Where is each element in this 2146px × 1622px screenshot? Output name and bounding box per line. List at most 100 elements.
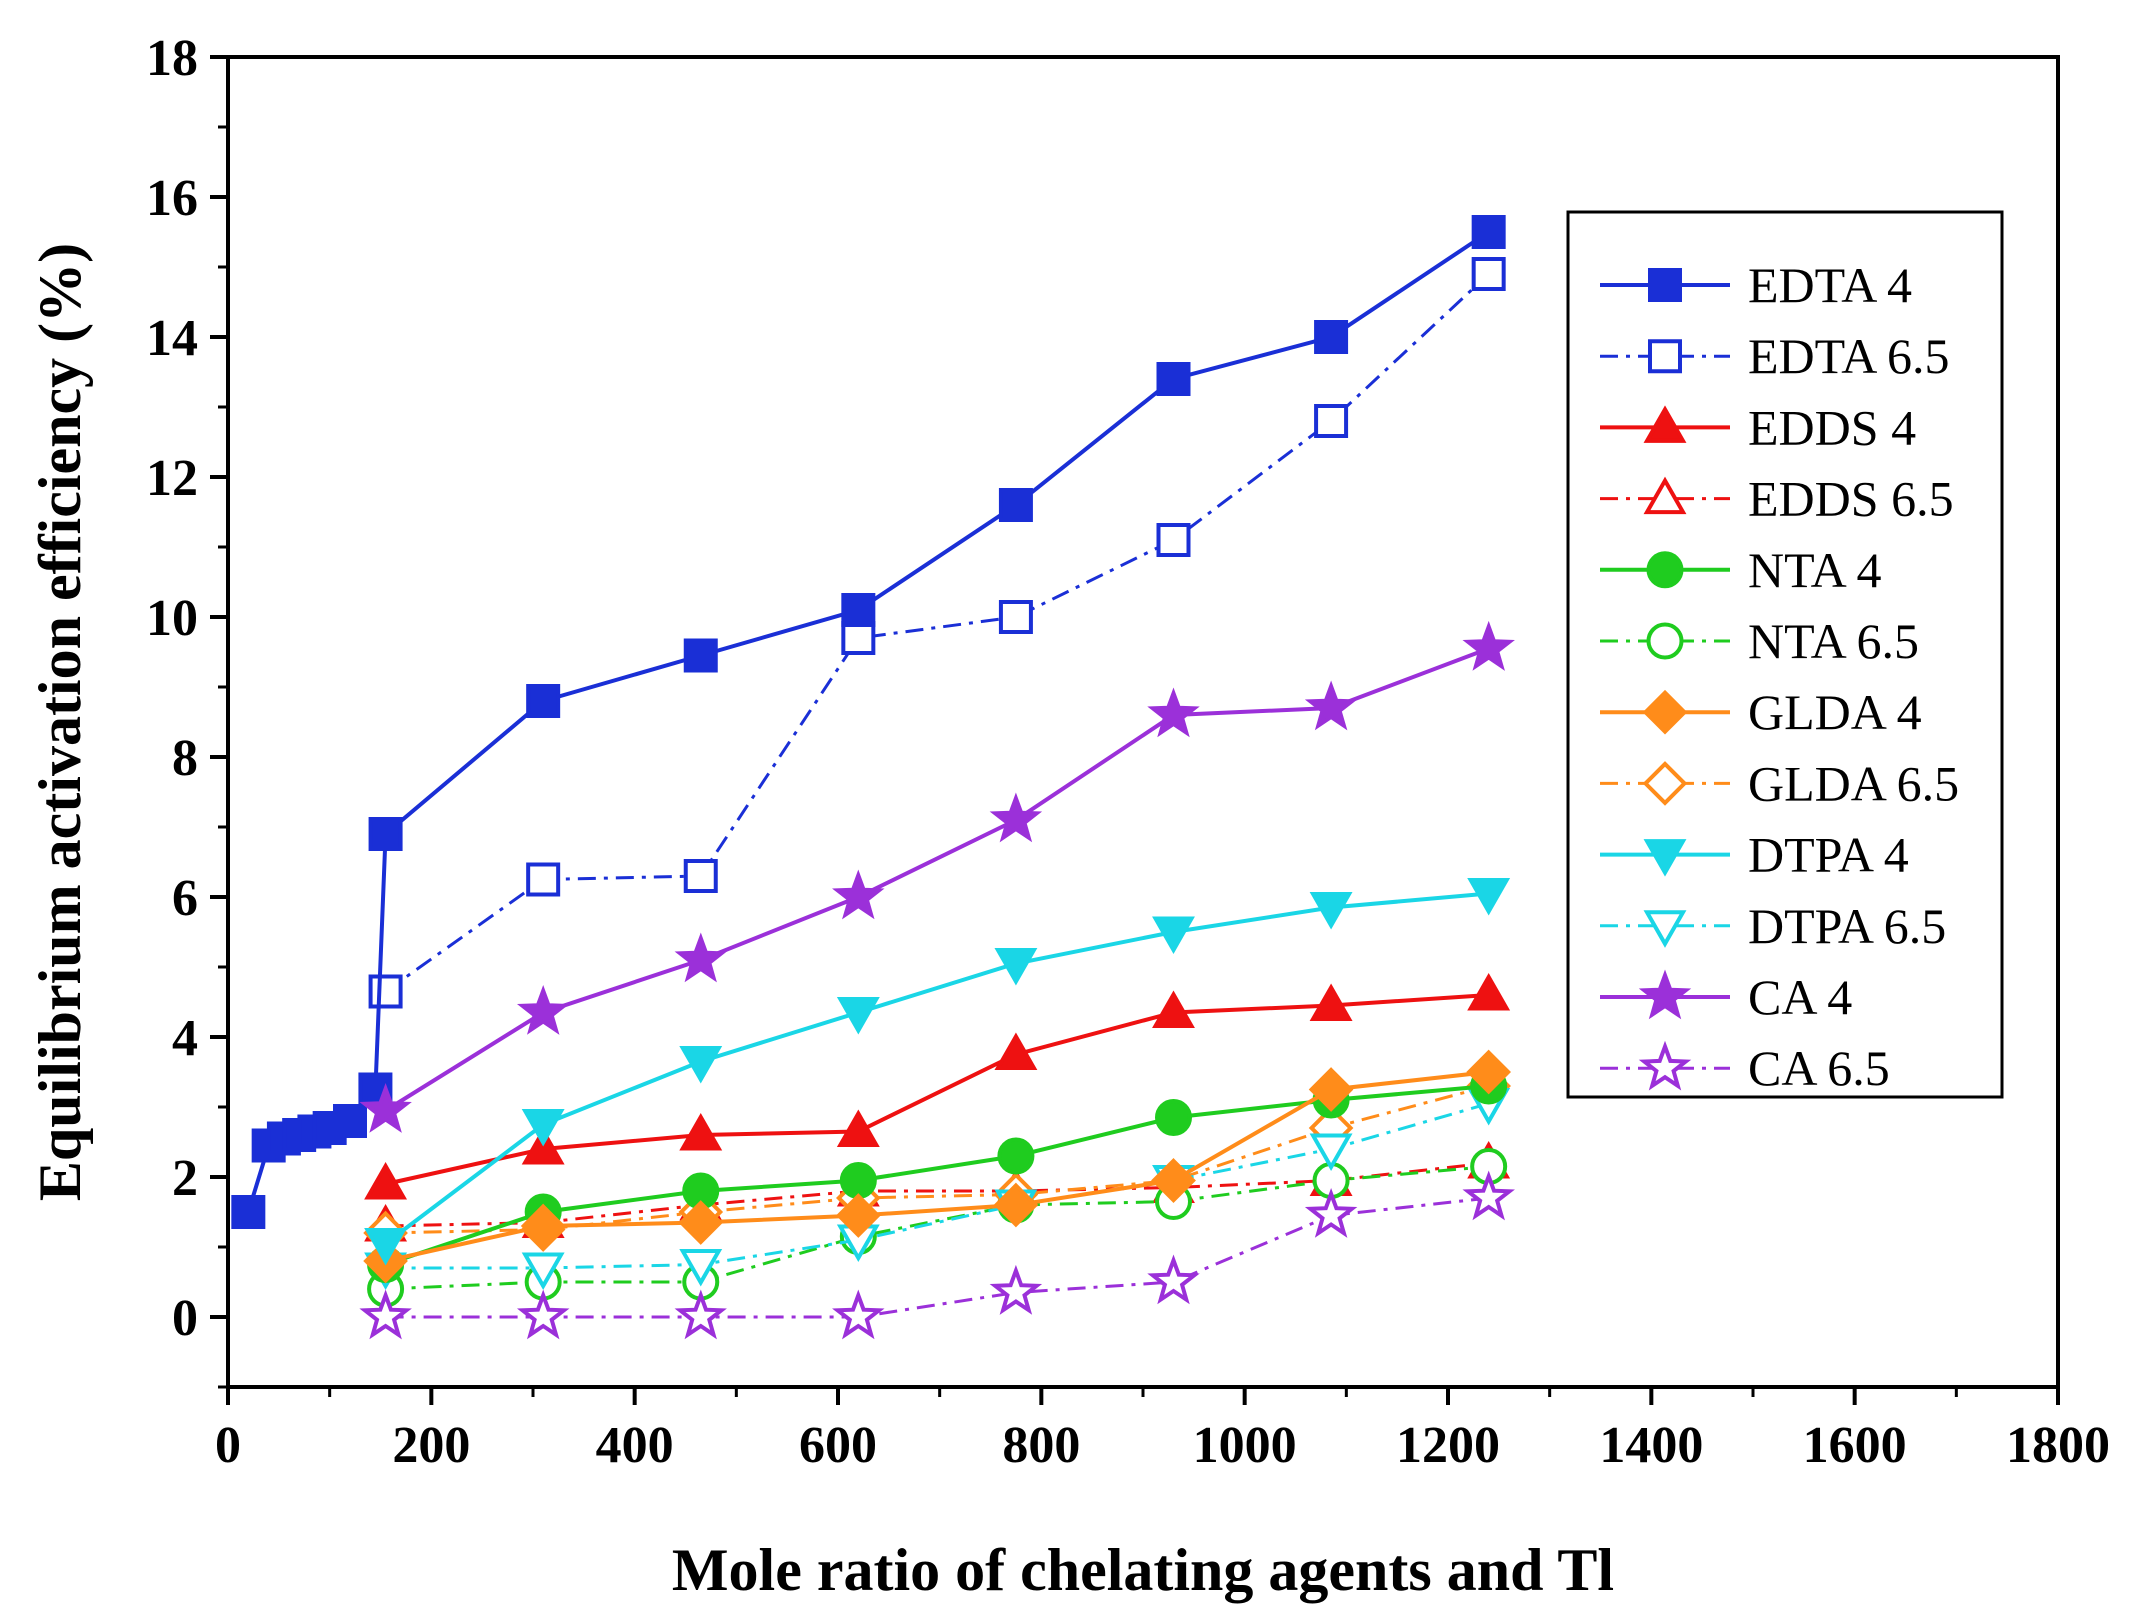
data-point: [678, 1200, 724, 1245]
tick-labels: 0 200 400 600 800 1000 1200 1400 1600 1800 0 2 4 6 8 10…: [146, 30, 2110, 1474]
series-line: [385, 1161, 1489, 1228]
legend-marker: [1643, 910, 1687, 948]
series-glda-4: [363, 1049, 1511, 1284]
legend-item: EDDS 4: [1600, 399, 1916, 455]
legend-label: GLDA 4: [1748, 684, 1922, 740]
series-line: [385, 1070, 1489, 1263]
series-line: [246, 230, 1490, 1213]
series-line: [385, 1102, 1490, 1270]
legend-item: GLDA 4: [1600, 684, 1922, 740]
data-point: [364, 1228, 408, 1266]
data-point: [1309, 892, 1353, 930]
series-line: [385, 1165, 1489, 1291]
data-point: [997, 1137, 1035, 1175]
legend-item: CA 4: [1600, 969, 1852, 1025]
y-tick-label: 18: [146, 30, 198, 87]
legend: EDTA 4 EDTA 6.5 EDDS 4 EDDS 6.5 NTA 4 NTA 6.5…: [1566, 210, 2004, 1099]
legend-label: DTPA 4: [1748, 827, 1909, 883]
data-point: [368, 974, 403, 1009]
data-point: [1155, 1099, 1192, 1136]
data-point: [998, 488, 1033, 522]
x-tick-label: 1000: [1193, 1417, 1297, 1474]
legend-item: DTPA 4: [1600, 827, 1909, 883]
data-point: [516, 1289, 570, 1340]
data-point: [359, 1289, 412, 1340]
data-point: [368, 817, 403, 851]
data-point: [333, 1104, 367, 1138]
data-point: [1462, 620, 1515, 671]
data-point: [841, 593, 876, 627]
data-point: [998, 600, 1033, 634]
data-point: [1147, 687, 1200, 738]
data-point: [679, 1046, 723, 1084]
data-point: [683, 638, 718, 673]
legend-marker: [1643, 839, 1687, 877]
data-point: [993, 1182, 1039, 1228]
x-tick-label: 600: [799, 1417, 877, 1474]
legend-label: EDDS 6.5: [1748, 471, 1954, 527]
data-point: [1462, 1170, 1515, 1221]
legend-marker: [1648, 268, 1682, 302]
legend-marker: [1643, 405, 1687, 443]
y-tick-label: 10: [146, 590, 198, 647]
x-tick-label: 1600: [1803, 1417, 1907, 1474]
data-point: [674, 932, 727, 983]
data-point: [231, 1195, 266, 1229]
legend-marker: [1638, 1040, 1692, 1091]
legend-label: GLDA 6.5: [1748, 755, 1959, 811]
data-point: [364, 1161, 408, 1200]
x-tick-label: 0: [215, 1417, 241, 1474]
x-tick-label: 1200: [1396, 1417, 1500, 1474]
legend-label: NTA 4: [1748, 542, 1882, 598]
legend-label: EDTA 6.5: [1748, 328, 1950, 384]
y-tick-label: 14: [146, 310, 198, 367]
data-point: [1309, 1133, 1353, 1172]
data-point: [521, 1126, 565, 1165]
axis-ticks: [210, 55, 2060, 1405]
y-tick-label: 16: [146, 170, 198, 227]
data-point: [1467, 878, 1511, 916]
series-dtpa-4: [364, 878, 1511, 1266]
data-point: [994, 1032, 1038, 1070]
data-point: [1467, 972, 1511, 1011]
series-line: [385, 1084, 1490, 1235]
data-point: [1152, 990, 1195, 1028]
legend-label: EDDS 4: [1748, 399, 1916, 455]
x-axis-title: Mole ratio of chelating agents and Tl: [672, 1537, 1614, 1603]
legend-box: [1566, 210, 2004, 1099]
legend-item: EDTA 6.5: [1600, 328, 1950, 384]
data-point: [1304, 1188, 1358, 1238]
data-point: [1314, 320, 1349, 354]
data-point: [1314, 404, 1349, 438]
data-point: [516, 985, 570, 1035]
data-point: [1151, 1158, 1196, 1203]
legend-marker: [1646, 551, 1684, 589]
legend-label: NTA 6.5: [1748, 613, 1919, 669]
data-point: [836, 997, 880, 1035]
x-tick-label: 200: [392, 1417, 470, 1474]
data-point: [832, 1289, 885, 1340]
series-ca-4: [359, 620, 1515, 1133]
y-tick-label: 6: [172, 870, 198, 927]
x-tick-label: 400: [596, 1417, 674, 1474]
legend-item: EDDS 6.5: [1600, 471, 1954, 527]
data-point: [359, 1083, 412, 1133]
data-point: [521, 1252, 565, 1291]
legend-item: DTPA 6.5: [1600, 898, 1946, 954]
data-point: [1471, 257, 1506, 291]
legend-marker: [1642, 761, 1688, 806]
data-point: [521, 1109, 565, 1147]
data-point: [679, 1112, 723, 1151]
data-point: [1309, 983, 1353, 1021]
data-point: [1466, 1049, 1511, 1095]
y-tick-label: 2: [172, 1150, 198, 1207]
legend-item: EDTA 4: [1600, 257, 1912, 313]
series-line: [384, 891, 1489, 1246]
data-point: [1156, 523, 1191, 557]
legend-item: GLDA 6.5: [1600, 755, 1959, 811]
data-point: [679, 1249, 723, 1287]
y-axis-title: Equilibrium activation efficiency (%): [27, 243, 93, 1201]
legend-item: NTA 4: [1600, 542, 1882, 598]
data-point: [1147, 1254, 1200, 1305]
